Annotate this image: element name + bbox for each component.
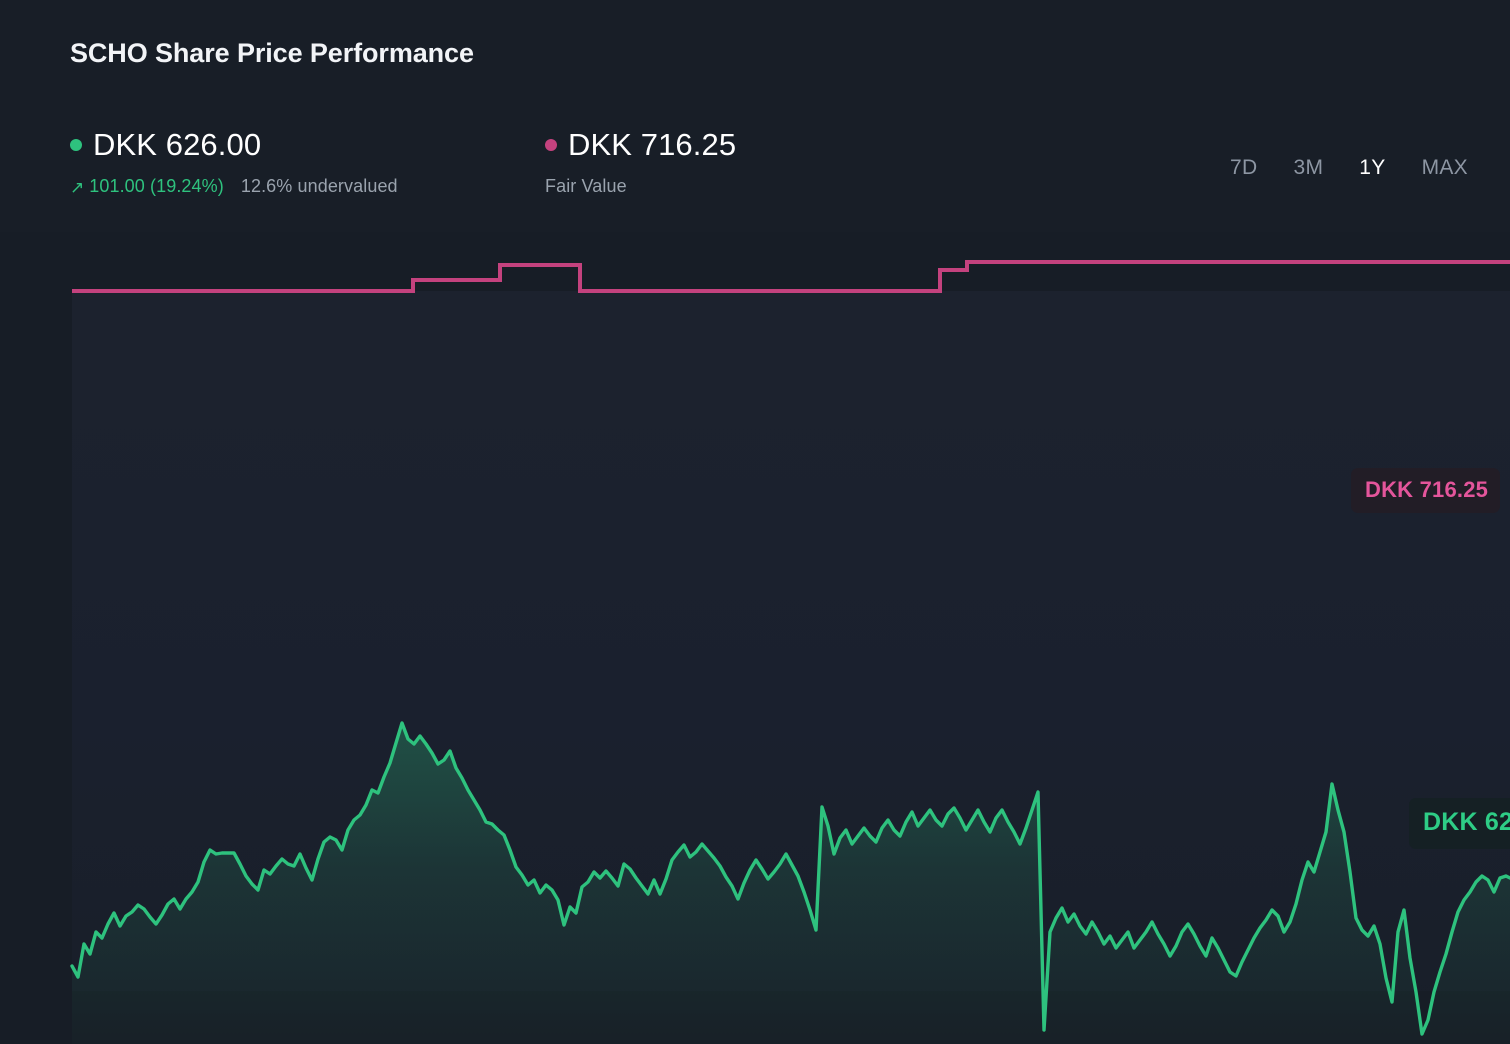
legend-fair-row: DKK 716.25 <box>545 127 737 162</box>
current-price-badge: DKK 626.00 <box>1409 798 1510 849</box>
price-change-value: 101.00 (19.24%) <box>89 176 224 197</box>
price-change-row: ↗ 101.00 (19.24%) 12.6% undervalued <box>70 176 398 197</box>
arrow-up-right-icon: ↗ <box>70 178 85 198</box>
fair-value-value: DKK 716.25 <box>568 127 737 162</box>
chart-header: SCHO Share Price Performance DKK 626.00 … <box>0 0 1510 232</box>
fair-value-badge: DKK 716.25 <box>1351 468 1501 513</box>
time-range-selector: 7D 3M 1Y MAX <box>1212 152 1486 184</box>
range-option-3m[interactable]: 3M <box>1276 152 1342 184</box>
range-option-1y[interactable]: 1Y <box>1341 152 1403 184</box>
price-dot-icon <box>70 139 82 152</box>
chart-plot-area[interactable]: DKK 716.25 DKK 626.00 <box>0 232 1510 1044</box>
share-price-line <box>70 721 1510 1036</box>
price-chart-svg <box>70 260 1510 1044</box>
fair-value-dot-icon <box>545 139 557 152</box>
fair-value-step-line <box>72 260 1510 293</box>
share-price-series <box>70 721 1510 1044</box>
fair-value-series <box>72 260 1510 293</box>
share-price-area <box>72 723 1510 1044</box>
legend-fair-value: DKK 716.25 Fair Value <box>545 127 737 197</box>
range-option-max[interactable]: MAX <box>1404 152 1486 184</box>
page-title: SCHO Share Price Performance <box>70 38 474 68</box>
current-price-value: DKK 626.00 <box>93 127 262 162</box>
range-option-7d[interactable]: 7D <box>1212 152 1275 184</box>
fair-value-label: Fair Value <box>545 176 627 197</box>
valuation-note: 12.6% undervalued <box>240 176 398 197</box>
legend-share-price: DKK 626.00 ↗ 101.00 (19.24%) 12.6% under… <box>70 127 398 197</box>
legend-price-row: DKK 626.00 <box>70 127 398 162</box>
